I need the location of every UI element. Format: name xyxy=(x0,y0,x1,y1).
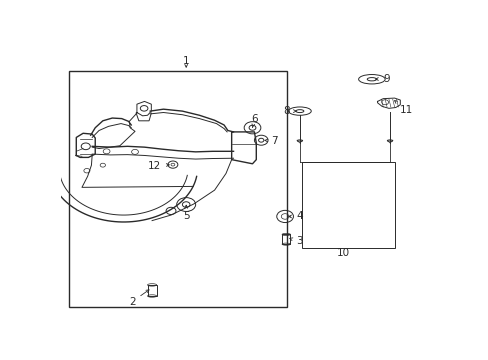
Text: 7: 7 xyxy=(264,136,278,146)
Text: 11: 11 xyxy=(394,100,413,115)
Text: 6: 6 xyxy=(250,114,257,127)
Bar xyxy=(68,71,286,307)
Text: 4: 4 xyxy=(288,211,302,221)
Text: 10: 10 xyxy=(336,248,349,258)
Bar xyxy=(147,285,156,296)
Bar xyxy=(282,234,290,244)
Text: 8: 8 xyxy=(283,106,296,116)
Text: 1: 1 xyxy=(183,56,189,66)
Text: 3: 3 xyxy=(289,237,302,246)
Text: 9: 9 xyxy=(375,74,389,84)
Bar xyxy=(301,162,394,248)
Text: 12: 12 xyxy=(148,161,169,171)
Text: 5: 5 xyxy=(183,206,189,221)
Text: 2: 2 xyxy=(129,290,149,307)
